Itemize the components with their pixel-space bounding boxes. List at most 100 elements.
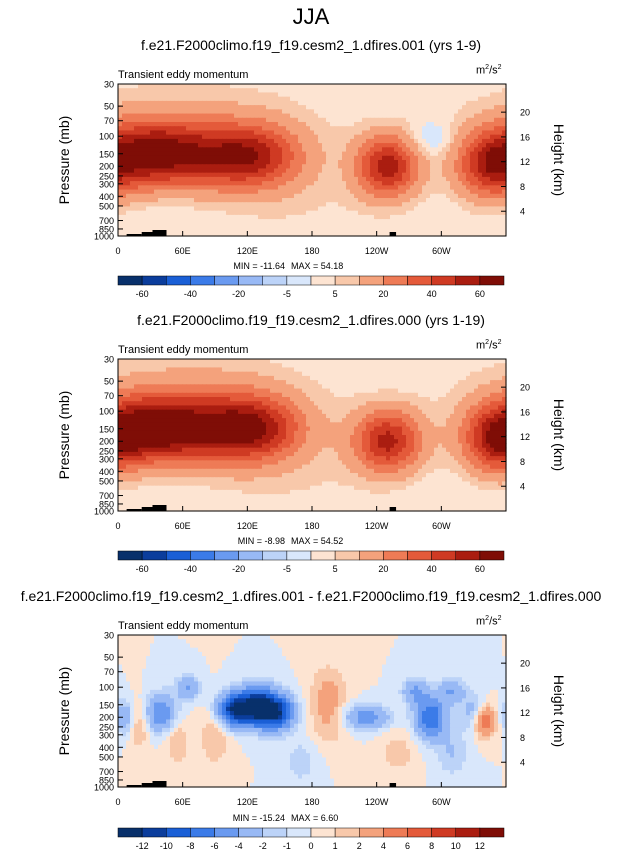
heatmap-cell: [174, 134, 179, 140]
heatmap-cell: [182, 100, 187, 106]
heatmap-cell: [470, 405, 475, 411]
heatmap-cell: [450, 138, 455, 144]
heatmap-cell: [362, 109, 367, 115]
heatmap-cell: [350, 96, 355, 102]
heatmap-cell: [350, 359, 355, 364]
heatmap-cell: [330, 231, 335, 237]
heatmap-cell: [174, 231, 179, 237]
heatmap-cell: [442, 214, 447, 220]
heatmap-cell: [426, 198, 431, 203]
heatmap-cell: [422, 371, 427, 377]
heatmap-cell: [402, 147, 407, 153]
heatmap-cell: [354, 401, 359, 407]
heatmap-cell: [206, 147, 211, 153]
heatmap-cell: [182, 126, 187, 132]
heatmap-cell: [146, 219, 151, 224]
heatmap-cell: [142, 367, 147, 373]
heatmap-cell: [338, 138, 343, 144]
heatmap-cell: [254, 193, 259, 199]
heatmap-cell: [158, 413, 163, 419]
heatmap-cell: [234, 151, 239, 157]
heatmap-cell: [202, 367, 207, 373]
heatmap-cell: [338, 189, 343, 195]
heatmap-cell: [138, 392, 143, 398]
heatmap-cell: [142, 151, 147, 157]
heatmap-cell: [482, 151, 487, 157]
heatmap-cell: [202, 130, 207, 136]
heatmap-cell: [430, 126, 435, 132]
heatmap-cell: [462, 231, 467, 237]
heatmap-cell: [174, 384, 179, 390]
heatmap-cell: [470, 138, 475, 144]
heatmap-cell: [354, 92, 359, 98]
heatmap-cell: [346, 198, 351, 203]
heatmap-cell: [170, 409, 175, 415]
height-tick-label: 20: [520, 108, 530, 118]
heatmap-cell: [398, 105, 403, 110]
heatmap-cell: [134, 113, 139, 119]
heatmap-cell: [458, 367, 463, 373]
heatmap-cell: [298, 418, 303, 423]
heatmap-cell: [162, 210, 167, 216]
heatmap-cell: [326, 371, 331, 377]
heatmap-cell: [366, 122, 371, 127]
heatmap-cell: [414, 181, 419, 186]
heatmap-cell: [434, 388, 439, 394]
heatmap-cell: [250, 88, 255, 94]
heatmap-cell: [298, 202, 303, 208]
heatmap-cell: [350, 84, 355, 89]
heatmap-cell: [278, 392, 283, 398]
heatmap-cell: [426, 126, 431, 132]
heatmap-cell: [386, 176, 391, 182]
heatmap-cell: [490, 147, 495, 153]
heatmap-cell: [466, 84, 471, 89]
heatmap-cell: [434, 363, 439, 369]
heatmap-cell: [282, 219, 287, 224]
heatmap-cell: [302, 384, 307, 390]
heatmap-cell: [486, 405, 491, 411]
heatmap-cell: [250, 405, 255, 411]
heatmap-cell: [434, 113, 439, 119]
heatmap-cell: [334, 409, 339, 415]
heatmap-cell: [466, 367, 471, 373]
heatmap-cell: [354, 122, 359, 127]
heatmap-cell: [326, 155, 331, 161]
heatmap-cell: [470, 202, 475, 208]
heatmap-cell: [126, 164, 131, 170]
heatmap-cell: [286, 122, 291, 127]
heatmap-cell: [286, 210, 291, 216]
heatmap-cell: [166, 113, 171, 119]
heatmap-cell: [166, 105, 171, 110]
heatmap-cell: [314, 367, 319, 373]
heatmap-cell: [370, 409, 375, 415]
heatmap-cell: [450, 168, 455, 174]
heatmap-cell: [370, 155, 375, 161]
heatmap-cell: [478, 168, 483, 174]
heatmap-cell: [246, 189, 251, 195]
heatmap-cell: [358, 185, 363, 191]
heatmap-cell: [294, 371, 299, 377]
heatmap-cell: [118, 401, 123, 407]
heatmap-cell: [258, 409, 263, 415]
heatmap-cell: [434, 109, 439, 115]
heatmap-cell: [398, 397, 403, 402]
heatmap-cell: [294, 151, 299, 157]
heatmap-cell: [374, 384, 379, 390]
heatmap-cell: [406, 151, 411, 157]
heatmap-cell: [266, 185, 271, 191]
heatmap-cell: [370, 168, 375, 174]
heatmap-cell: [498, 147, 503, 153]
heatmap-cell: [394, 397, 399, 402]
heatmap-cell: [242, 231, 247, 237]
heatmap-cell: [142, 388, 147, 394]
heatmap-cell: [478, 130, 483, 136]
heatmap-cell: [186, 202, 191, 208]
heatmap-cell: [374, 147, 379, 153]
heatmap-cell: [442, 202, 447, 208]
heatmap-cell: [178, 160, 183, 165]
heatmap-cell: [246, 138, 251, 144]
heatmap-cell: [218, 375, 223, 381]
heatmap-cell: [218, 185, 223, 191]
heatmap-cell: [206, 84, 211, 89]
heatmap-cell: [342, 155, 347, 161]
